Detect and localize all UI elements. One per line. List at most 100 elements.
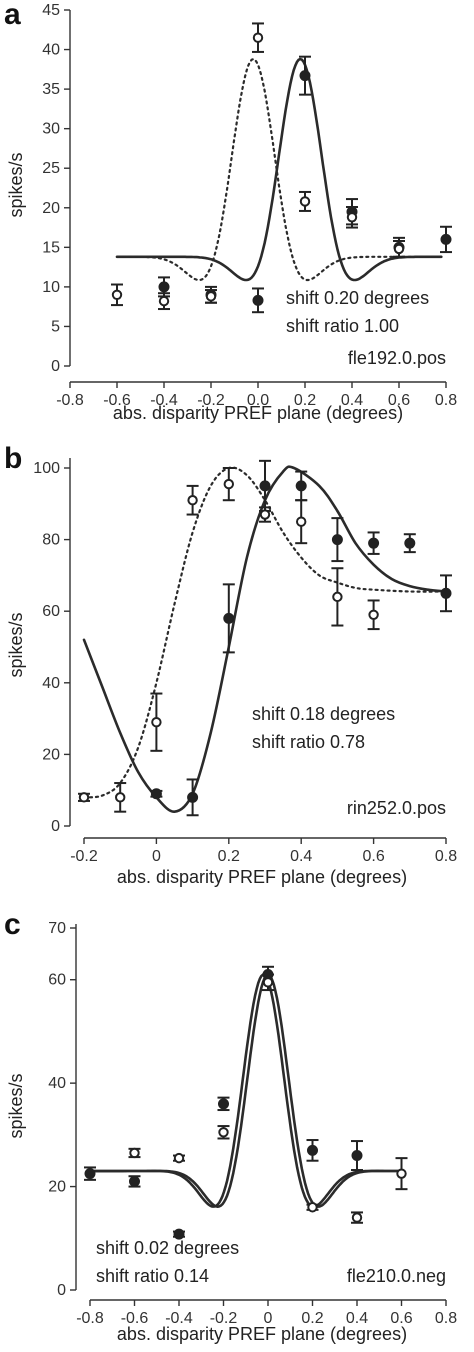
x-tick-label: 0.8 (435, 1310, 457, 1327)
filled-marker (84, 1168, 96, 1180)
filled-marker (150, 788, 162, 800)
x-tick-label: 0.6 (390, 1310, 412, 1327)
open-marker (299, 196, 311, 207)
y-tick-label: 40 (42, 42, 60, 59)
x-tick-label: -0.2 (70, 848, 98, 865)
y-tick-label: 30 (42, 121, 60, 138)
x-tick-label: -0.6 (121, 1310, 149, 1327)
x-tick-label: -0.6 (103, 392, 131, 409)
y-tick-label: 40 (42, 675, 60, 692)
x-tick-label: 0.6 (388, 392, 410, 409)
data-point-open (158, 292, 170, 311)
open-marker (259, 509, 271, 520)
panel-b: b 0 20 40 60 80 100 -0.2 0 0.2 0.4 0.6 0.8 spikes/… (4, 442, 457, 887)
y-tick-label: 20 (42, 200, 60, 217)
x-ticks-a: -0.8 -0.6 -0.4 -0.2 0.0 0.2 0.4 0.6 0.8 (56, 382, 457, 409)
data-point-open (259, 506, 271, 523)
data-point-open (128, 1147, 141, 1159)
data-point-filled (351, 1140, 363, 1172)
open-marker (158, 295, 170, 307)
data-point-filled (84, 1166, 96, 1181)
annotation-cell-b: rin252.0.pos (347, 798, 446, 818)
y-ticks-c: 0 20 40 60 70 (48, 920, 76, 1299)
y-tick-label: 60 (48, 972, 66, 989)
open-marker (351, 1212, 363, 1223)
data-point-open (186, 484, 199, 516)
fit-curve-dotted (115, 58, 443, 282)
filled-marker (295, 480, 307, 492)
data-point-filled (158, 276, 170, 298)
y-tick-label: 10 (42, 279, 60, 296)
annotation-ratio-c: shift ratio 0.14 (96, 1266, 209, 1286)
y-tick-label: 0 (51, 818, 60, 835)
data-point-open (346, 205, 358, 229)
y-tick-label: 20 (42, 746, 60, 763)
filled-marker (218, 1098, 229, 1110)
curves-c (88, 973, 403, 1208)
x-tick-label: 0.4 (290, 848, 312, 865)
open-marker (173, 1152, 185, 1164)
x-tick-label: -0.2 (197, 392, 225, 409)
open-marker (262, 977, 274, 988)
data-point-filled (217, 1096, 230, 1112)
x-tick-label: 0 (152, 848, 161, 865)
x-tick-label: -0.8 (76, 1310, 104, 1327)
curves-b (82, 465, 448, 813)
open-marker (187, 495, 198, 506)
data-point-open (78, 792, 90, 803)
annotation-cell-a: fle192.0.pos (348, 348, 446, 368)
open-marker (296, 516, 307, 527)
data-point-filled (173, 1228, 185, 1240)
data-point-filled (128, 1175, 141, 1188)
x-tick-label: 0.4 (341, 392, 363, 409)
filled-marker (368, 537, 380, 549)
open-marker (218, 1127, 229, 1138)
open-marker (151, 716, 162, 728)
x-tick-label: 0.2 (301, 1310, 323, 1327)
filled-marker (299, 70, 311, 82)
annotation-shift-b: shift 0.18 degrees (252, 704, 395, 724)
y-ticks-a: 0 5 10 15 20 25 30 35 40 45 (42, 2, 70, 375)
panel-letter-b: b (4, 442, 22, 475)
filled-marker (307, 1144, 318, 1156)
filled-marker (331, 534, 343, 546)
filled-marker (173, 1228, 185, 1240)
data-point-open (150, 692, 163, 752)
fit-curve-solid (82, 465, 448, 813)
y-tick-label: 35 (42, 81, 60, 98)
x-tick-label: 0.6 (362, 848, 384, 865)
data-point-open (262, 973, 274, 992)
y-ticks-b: 0 20 40 60 80 100 (33, 460, 70, 835)
x-tick-label: -0.4 (150, 392, 178, 409)
data-point-open (331, 567, 344, 627)
x-axis-title-b: abs. disparity PREF plane (degrees) (117, 867, 407, 887)
y-tick-label: 20 (48, 1179, 66, 1196)
annotation-cell-c: fle210.0.neg (347, 1266, 446, 1286)
panel-a: a 0 5 10 15 20 25 30 35 40 45 -0.8 -0.6 -0.4 -0.2 0.0… (4, 0, 457, 423)
x-axis-title-c: abs. disparity PREF plane (degrees) (117, 1324, 407, 1344)
data-point-filled (440, 574, 452, 613)
x-tick-label: 0.8 (435, 392, 457, 409)
filled-marker (440, 233, 452, 245)
data-point-filled (222, 583, 235, 654)
filled-marker (129, 1175, 140, 1187)
y-tick-label: 100 (33, 460, 60, 477)
x-tick-label: -0.8 (56, 392, 84, 409)
open-marker (115, 792, 126, 803)
x-tick-label: 0.4 (346, 1310, 368, 1327)
open-marker (368, 609, 379, 620)
filled-marker (404, 537, 416, 549)
panel-letter-a: a (4, 0, 21, 31)
points-b (78, 459, 452, 817)
data-point-filled (331, 517, 344, 563)
data-point-open (306, 1202, 319, 1213)
fit-curve-solid (88, 973, 403, 1208)
data-point-open (393, 240, 405, 258)
x-tick-label: 0.0 (247, 392, 269, 409)
y-tick-label: 0 (51, 358, 60, 375)
data-point-open (205, 289, 217, 304)
y-axis-title-c: spikes/s (6, 1073, 26, 1138)
x-tick-label: 0.2 (294, 392, 316, 409)
open-marker (223, 478, 235, 490)
panel-c: c 0 20 40 60 70 -0.8 -0.6 -0.4 -0.2 0 0.2 0.4 0.6 0.… (4, 908, 457, 1344)
